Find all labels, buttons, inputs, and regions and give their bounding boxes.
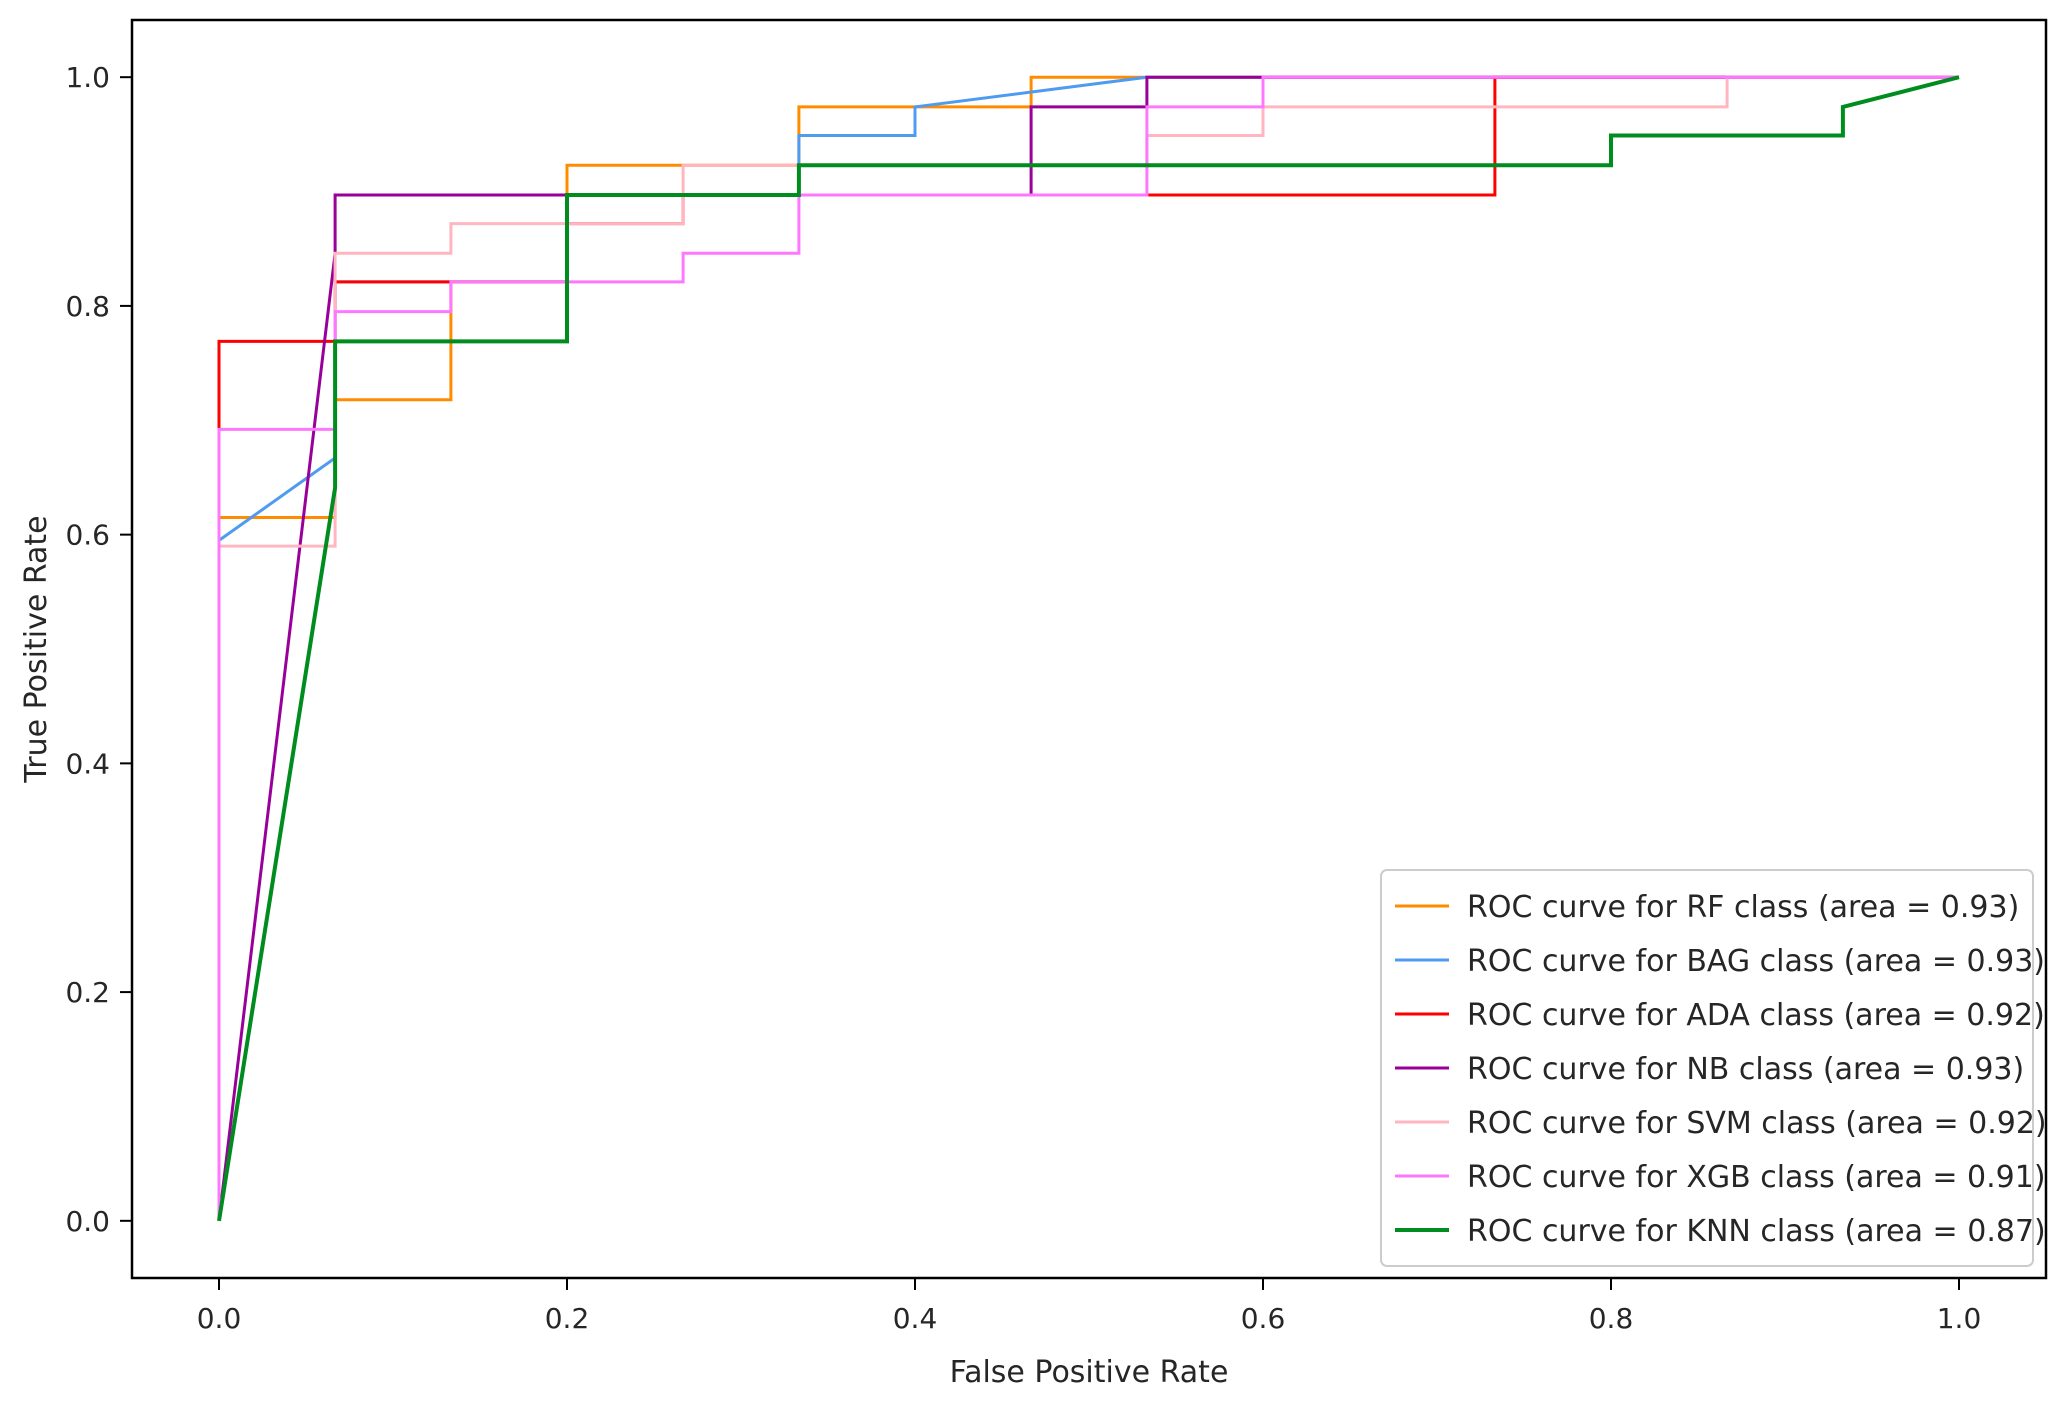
legend-label-ada: ROC curve for ADA class (area = 0.92) <box>1467 998 2045 1033</box>
y-tick-label: 0.2 <box>65 976 110 1009</box>
legend-label-rf: ROC curve for RF class (area = 0.93) <box>1467 890 2019 925</box>
roc-curve-nb <box>217 75 1959 1221</box>
x-tick-label: 0.6 <box>1241 1302 1286 1335</box>
roc-curve-knn <box>217 75 1960 1222</box>
x-tick-label: 0.8 <box>1589 1302 1634 1335</box>
y-axis-ticks: 0.0 0.2 0.4 0.6 0.8 1.0 <box>65 61 132 1238</box>
y-tick-label: 0.6 <box>65 519 110 552</box>
x-axis-label: False Positive Rate <box>950 1355 1229 1390</box>
x-tick-label: 0.4 <box>893 1302 938 1335</box>
x-tick-label: 1.0 <box>1937 1302 1982 1335</box>
y-tick-label: 0.4 <box>65 747 110 780</box>
legend-label-knn: ROC curve for KNN class (area = 0.87) <box>1467 1214 2046 1249</box>
legend: ROC curve for RF class (area = 0.93) ROC … <box>1380 869 2047 1267</box>
legend-label-xgb: ROC curve for XGB class (area = 0.91) <box>1467 1160 2046 1195</box>
legend-box <box>1380 869 2034 1267</box>
y-tick-label: 1.0 <box>65 61 110 94</box>
y-tick-label: 0.0 <box>65 1205 110 1238</box>
x-tick-label: 0.2 <box>545 1302 590 1335</box>
legend-label-svm: ROC curve for SVM class (area = 0.92) <box>1467 1106 2047 1141</box>
curves-layer <box>217 75 1960 1222</box>
legend-label-nb: ROC curve for NB class (area = 0.93) <box>1467 1052 2024 1087</box>
x-axis-ticks: 0.0 0.2 0.4 0.6 0.8 1.0 <box>197 1278 1982 1335</box>
plot-frame <box>130 18 2048 1280</box>
y-axis-label: True Positive Rate <box>19 515 54 783</box>
y-tick-label: 0.8 <box>65 290 110 323</box>
x-tick-label: 0.0 <box>197 1302 242 1335</box>
legend-label-bag: ROC curve for BAG class (area = 0.93) <box>1467 944 2045 979</box>
